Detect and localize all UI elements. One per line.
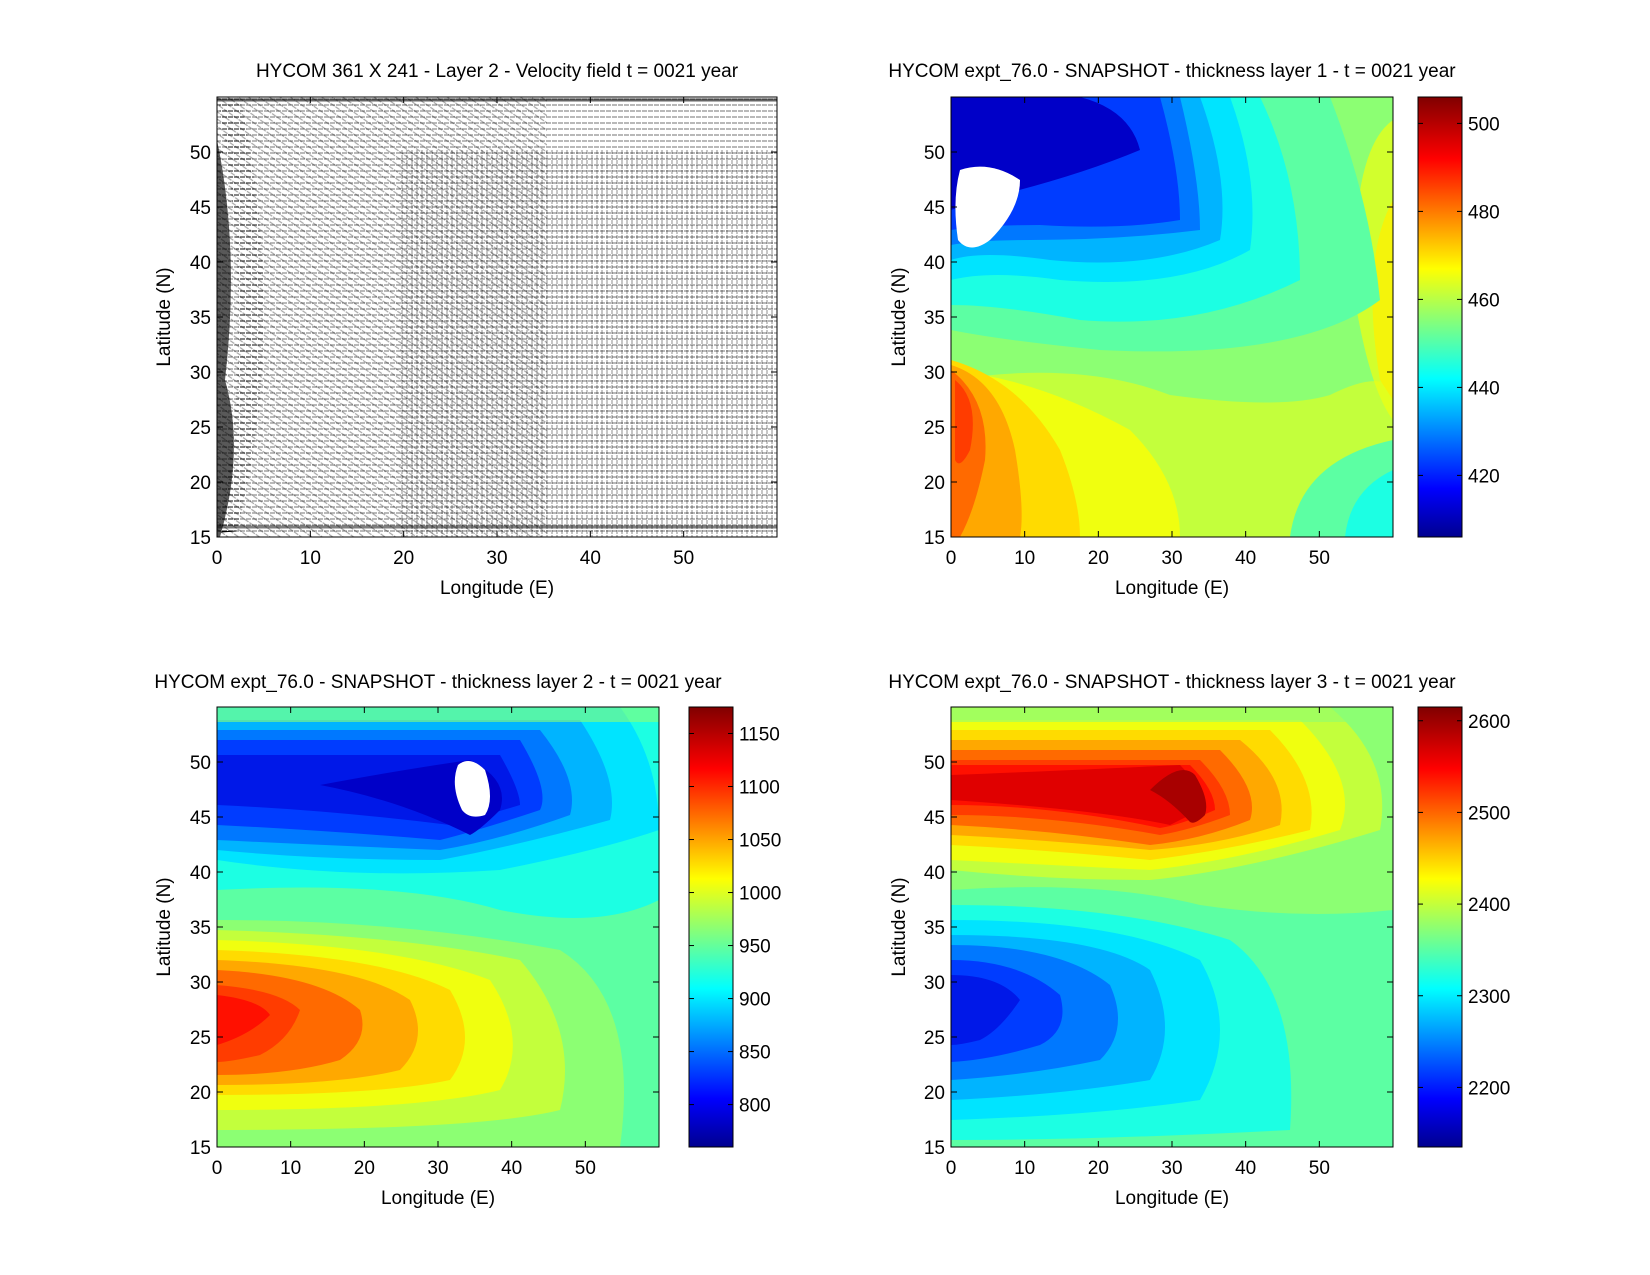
y-tick-label: 20 [924, 473, 945, 494]
y-tick-label: 35 [190, 308, 211, 329]
y-tick-label: 15 [190, 1138, 211, 1159]
y-axis-label: Latitude (N) [889, 877, 910, 976]
x-tick-label: 50 [1309, 1158, 1330, 1179]
x-tick-label: 10 [300, 548, 321, 569]
panel-title: HYCOM expt_76.0 - SNAPSHOT - thickness l… [154, 672, 722, 693]
velocity-field-panel: HYCOM 361 X 241 - Layer 2 - Velocity fie… [190, 61, 777, 569]
contour-field [217, 707, 659, 1147]
y-tick-label: 30 [924, 973, 945, 994]
x-tick-label: 30 [1161, 1158, 1182, 1179]
y-tick-label: 30 [190, 363, 211, 384]
contour-field [951, 707, 1393, 1147]
colorbar-tick-label: 2400 [1468, 895, 1510, 916]
colorbar-tick-label: 440 [1468, 378, 1500, 399]
x-tick-label: 20 [1088, 1158, 1109, 1179]
y-tick-label: 25 [924, 418, 945, 439]
x-axis-label: Longitude (E) [381, 1188, 495, 1209]
x-axis-label: Longitude (E) [1115, 1188, 1229, 1209]
y-tick-label: 50 [924, 753, 945, 774]
y-tick-label: 35 [924, 918, 945, 939]
y-tick-label: 30 [924, 363, 945, 384]
x-tick-label: 30 [1161, 548, 1182, 569]
y-tick-label: 35 [924, 308, 945, 329]
y-tick-label: 15 [924, 528, 945, 549]
y-axis-label: Latitude (N) [154, 267, 175, 366]
x-tick-label: 30 [486, 548, 507, 569]
colorbar [1418, 707, 1462, 1147]
x-tick-label: 10 [280, 1158, 301, 1179]
colorbar-tick-label: 500 [1468, 114, 1500, 135]
panel-title: HYCOM expt_76.0 - SNAPSHOT - thickness l… [888, 672, 1456, 693]
colorbar-tick-label: 1150 [739, 725, 780, 746]
contour-field [951, 97, 1393, 537]
y-tick-label: 40 [924, 863, 945, 884]
y-tick-label: 20 [190, 473, 211, 494]
y-tick-label: 45 [924, 198, 945, 219]
x-tick-label: 10 [1014, 548, 1035, 569]
colorbar-tick-label: 1050 [739, 831, 781, 852]
y-tick-label: 50 [190, 143, 211, 164]
colorbar-tick-label: 2500 [1468, 803, 1510, 824]
thickness-layer2-panel: HYCOM expt_76.0 - SNAPSHOT - thickness l… [154, 672, 781, 1179]
colorbar-tick-label: 950 [739, 937, 771, 958]
y-tick-label: 25 [190, 1028, 211, 1049]
x-axis-label: Longitude (E) [1115, 578, 1229, 599]
x-tick-label: 0 [946, 548, 957, 569]
y-tick-label: 20 [924, 1083, 945, 1104]
colorbar-tick-label: 1000 [739, 884, 781, 905]
x-tick-label: 50 [1309, 548, 1330, 569]
colorbar-tick-label: 2200 [1468, 1078, 1510, 1099]
y-tick-label: 40 [190, 253, 211, 274]
colorbar [689, 707, 733, 1147]
y-tick-label: 50 [190, 753, 211, 774]
x-axis-label: Longitude (E) [440, 578, 554, 599]
x-tick-label: 40 [501, 1158, 522, 1179]
y-tick-label: 40 [190, 863, 211, 884]
x-tick-label: 20 [393, 548, 414, 569]
x-tick-label: 20 [354, 1158, 375, 1179]
y-tick-label: 15 [190, 528, 211, 549]
y-axis-label: Latitude (N) [889, 267, 910, 366]
quiver-field [217, 97, 777, 537]
y-tick-label: 45 [190, 198, 211, 219]
x-tick-label: 50 [673, 548, 694, 569]
y-tick-label: 25 [190, 418, 211, 439]
y-tick-label: 45 [924, 808, 945, 829]
x-tick-label: 10 [1014, 1158, 1035, 1179]
panel-title: HYCOM 361 X 241 - Layer 2 - Velocity fie… [256, 61, 739, 82]
thickness-layer1-panel: HYCOM expt_76.0 - SNAPSHOT - thickness l… [888, 61, 1499, 569]
y-tick-label: 15 [924, 1138, 945, 1159]
colorbar-tick-label: 850 [739, 1043, 771, 1064]
y-tick-label: 45 [190, 808, 211, 829]
x-tick-label: 50 [575, 1158, 596, 1179]
colorbar-tick-label: 1100 [739, 778, 780, 799]
y-tick-label: 30 [190, 973, 211, 994]
x-tick-label: 40 [580, 548, 601, 569]
y-tick-label: 25 [924, 1028, 945, 1049]
y-tick-label: 20 [190, 1083, 211, 1104]
thickness-layer3-panel: HYCOM expt_76.0 - SNAPSHOT - thickness l… [888, 672, 1510, 1179]
colorbar [1418, 97, 1462, 537]
x-tick-label: 20 [1088, 548, 1109, 569]
colorbar-tick-label: 800 [739, 1096, 771, 1117]
colorbar-tick-label: 900 [739, 990, 771, 1011]
y-axis-label: Latitude (N) [154, 877, 175, 976]
y-tick-label: 50 [924, 143, 945, 164]
y-tick-label: 40 [924, 253, 945, 274]
x-tick-label: 0 [212, 548, 223, 569]
panel-title: HYCOM expt_76.0 - SNAPSHOT - thickness l… [888, 61, 1456, 82]
colorbar-tick-label: 2600 [1468, 712, 1510, 733]
colorbar-tick-label: 420 [1468, 466, 1500, 487]
colorbar-tick-label: 2300 [1468, 987, 1510, 1008]
y-tick-label: 35 [190, 918, 211, 939]
x-tick-label: 40 [1235, 1158, 1256, 1179]
x-tick-label: 40 [1235, 548, 1256, 569]
colorbar-tick-label: 460 [1468, 290, 1500, 311]
x-tick-label: 30 [427, 1158, 448, 1179]
colorbar-tick-label: 480 [1468, 202, 1500, 223]
x-tick-label: 0 [946, 1158, 957, 1179]
x-tick-label: 0 [212, 1158, 223, 1179]
